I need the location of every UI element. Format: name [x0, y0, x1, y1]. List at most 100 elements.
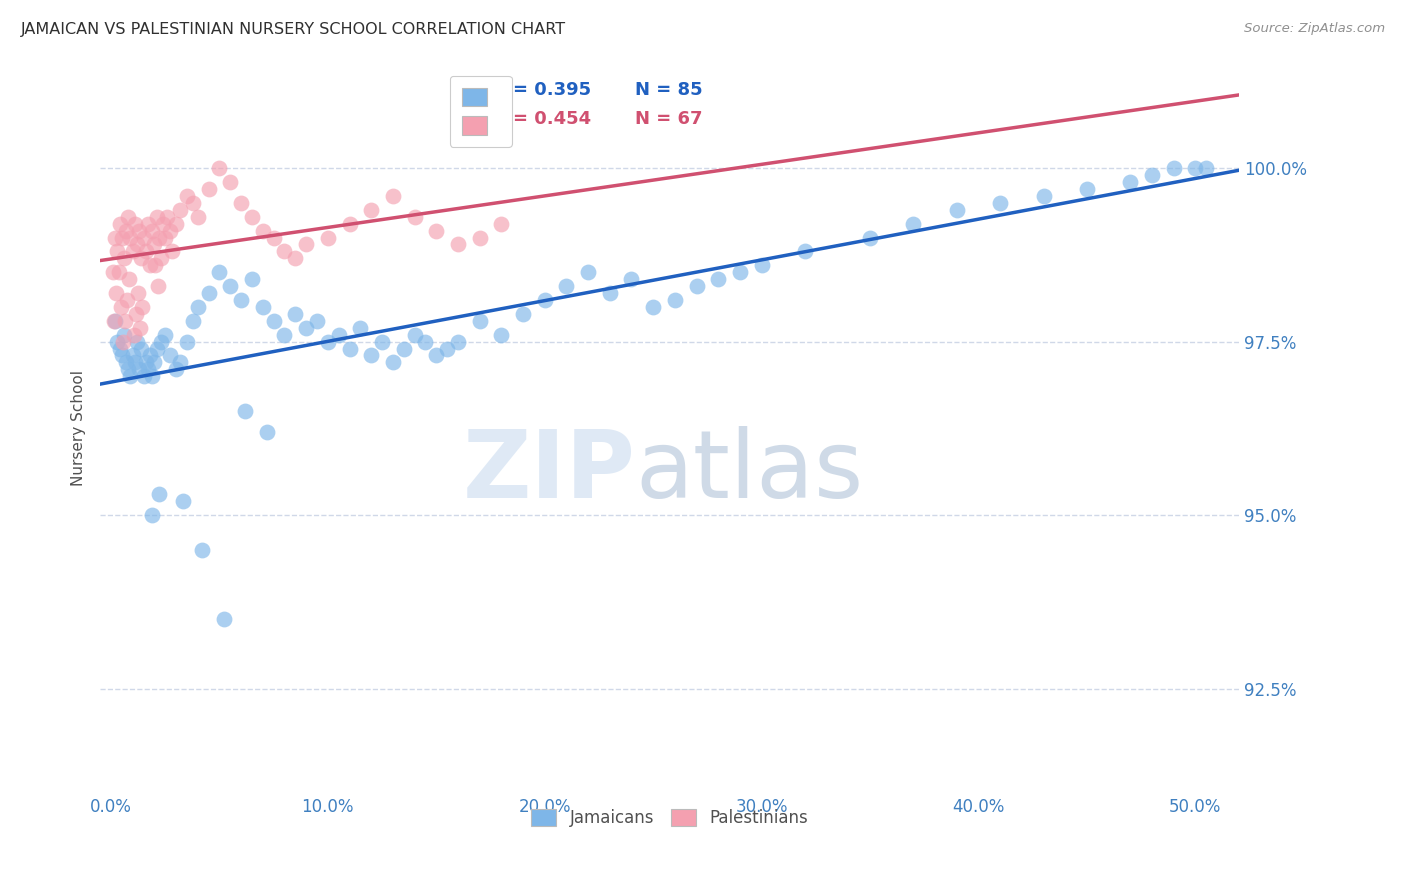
- Text: N = 67: N = 67: [636, 110, 703, 128]
- Point: [111, 334, 134, 349]
- Point: [263, 230, 285, 244]
- Point: [555, 279, 578, 293]
- Point: [165, 217, 187, 231]
- Point: [707, 272, 730, 286]
- Point: [1076, 182, 1098, 196]
- Point: [103, 314, 125, 328]
- Point: [136, 217, 159, 231]
- Point: [191, 542, 214, 557]
- Point: [599, 286, 621, 301]
- Point: [219, 279, 242, 293]
- Point: [101, 265, 124, 279]
- Point: [447, 237, 470, 252]
- Point: [136, 362, 159, 376]
- Point: [1195, 161, 1218, 176]
- Point: [125, 307, 148, 321]
- Point: [235, 404, 257, 418]
- Point: [114, 314, 136, 328]
- Point: [197, 182, 219, 196]
- Point: [169, 355, 191, 369]
- Point: [349, 320, 371, 334]
- Point: [685, 279, 707, 293]
- Point: [252, 224, 274, 238]
- Point: [187, 300, 209, 314]
- Point: [371, 334, 394, 349]
- Point: [152, 217, 174, 231]
- Point: [172, 494, 194, 508]
- Point: [111, 230, 134, 244]
- Point: [664, 293, 686, 307]
- Point: [143, 237, 166, 252]
- Point: [121, 349, 143, 363]
- Point: [392, 342, 415, 356]
- Point: [859, 230, 882, 244]
- Point: [284, 307, 307, 321]
- Point: [125, 237, 148, 252]
- Point: [425, 224, 447, 238]
- Point: [1140, 168, 1163, 182]
- Text: N = 85: N = 85: [636, 80, 703, 98]
- Point: [148, 487, 170, 501]
- Point: [135, 355, 157, 369]
- Point: [159, 349, 181, 363]
- Point: [212, 612, 235, 626]
- Point: [122, 327, 145, 342]
- Point: [273, 244, 295, 259]
- Point: [131, 342, 153, 356]
- Point: [120, 230, 142, 244]
- Point: [160, 244, 183, 259]
- Point: [436, 342, 458, 356]
- Point: [124, 355, 146, 369]
- Point: [1163, 161, 1185, 176]
- Point: [1032, 189, 1054, 203]
- Point: [240, 272, 263, 286]
- Point: [468, 230, 491, 244]
- Point: [240, 210, 263, 224]
- Point: [120, 369, 142, 384]
- Point: [176, 189, 198, 203]
- Text: ZIP: ZIP: [463, 426, 636, 518]
- Point: [159, 224, 181, 238]
- Point: [381, 189, 404, 203]
- Point: [339, 342, 361, 356]
- Point: [284, 252, 307, 266]
- Point: [153, 230, 176, 244]
- Point: [110, 300, 132, 314]
- Point: [316, 230, 339, 244]
- Point: [104, 314, 127, 328]
- Point: [404, 210, 426, 224]
- Point: [127, 286, 149, 301]
- Point: [112, 327, 135, 342]
- Point: [149, 252, 172, 266]
- Point: [115, 355, 138, 369]
- Point: [107, 265, 129, 279]
- Point: [121, 244, 143, 259]
- Text: atlas: atlas: [636, 426, 863, 518]
- Point: [988, 195, 1011, 210]
- Point: [1119, 175, 1142, 189]
- Point: [145, 342, 167, 356]
- Point: [273, 327, 295, 342]
- Point: [183, 314, 205, 328]
- Point: [794, 244, 817, 259]
- Point: [112, 252, 135, 266]
- Text: Source: ZipAtlas.com: Source: ZipAtlas.com: [1244, 22, 1385, 36]
- Point: [111, 349, 134, 363]
- Point: [295, 237, 318, 252]
- Point: [229, 293, 252, 307]
- Point: [183, 195, 205, 210]
- Point: [148, 230, 170, 244]
- Point: [415, 334, 437, 349]
- Point: [512, 307, 534, 321]
- Point: [128, 224, 150, 238]
- Point: [176, 334, 198, 349]
- Point: [135, 244, 157, 259]
- Point: [533, 293, 555, 307]
- Point: [381, 355, 404, 369]
- Point: [316, 334, 339, 349]
- Point: [141, 508, 163, 522]
- Point: [108, 342, 131, 356]
- Point: [149, 334, 172, 349]
- Point: [131, 252, 153, 266]
- Point: [115, 224, 138, 238]
